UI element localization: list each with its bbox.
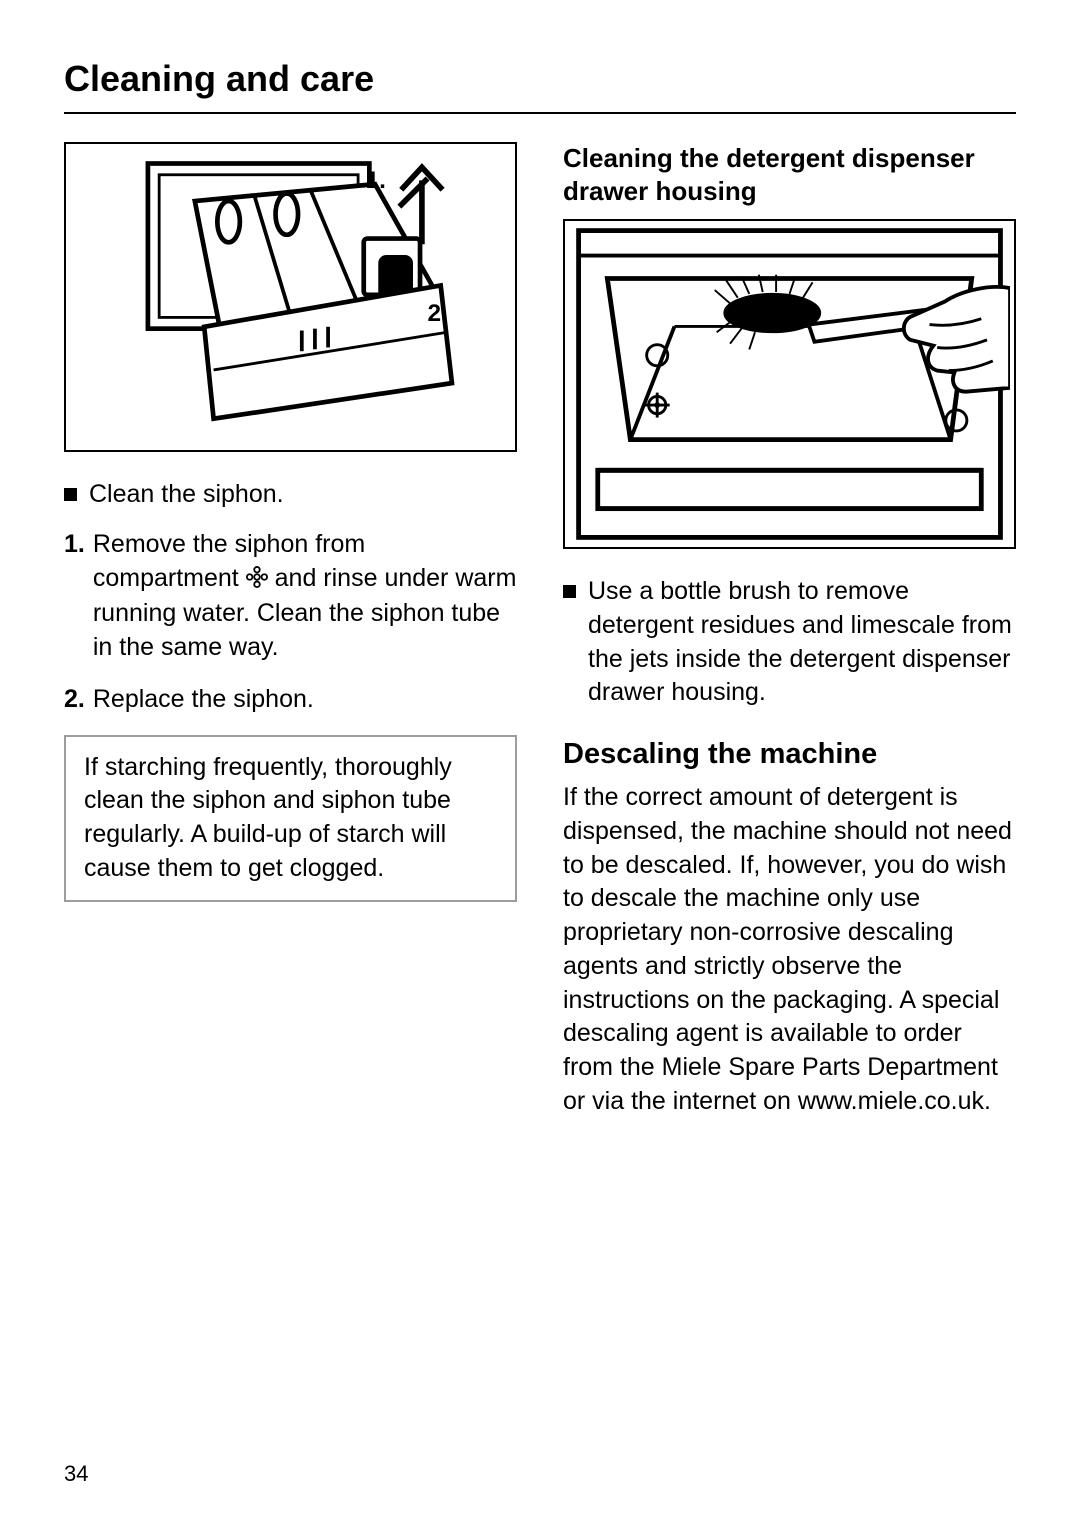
svg-text:1.: 1. [366,167,386,194]
content-columns: 1. 2. Clean the siphon. 1. Remove the si… [64,142,1016,1119]
step-2: 2. Replace the siphon. [64,683,517,717]
bullet-marker-icon [563,585,576,598]
step-1: 1. Remove the siphon from compartment an… [64,528,517,665]
subheading-drawer-housing: Cleaning the detergent dispenser drawer … [563,142,1016,207]
page-number: 34 [64,1461,88,1487]
left-column: 1. 2. Clean the siphon. 1. Remove the si… [64,142,517,1119]
bullet-bottle-brush: Use a bottle brush to remove detergent r… [563,575,1016,710]
note-box: If starching frequently, thoroughly clea… [64,735,517,902]
svg-text:2.: 2. [427,300,447,327]
page-title: Cleaning and care [64,58,1016,114]
softener-compartment-icon [246,564,268,598]
figure-siphon: 1. 2. [64,142,517,452]
descaling-body: If the correct amount of detergent is di… [563,781,1016,1119]
figure-drawer-housing [563,219,1016,549]
right-column: Cleaning the detergent dispenser drawer … [563,142,1016,1119]
step-1-number: 1 [64,530,78,558]
bullet-text: Use a bottle brush to remove detergent r… [588,575,1016,710]
numbered-steps: 1. Remove the siphon from compartment an… [64,528,517,717]
bullet-text: Clean the siphon. [89,478,284,512]
step-2-number: 2 [64,685,78,713]
bullet-marker-icon [64,488,77,501]
subheading-descaling: Descaling the machine [563,738,1016,771]
step-2-text: Replace the siphon. [93,683,517,717]
bullet-clean-siphon: Clean the siphon. [64,478,517,512]
